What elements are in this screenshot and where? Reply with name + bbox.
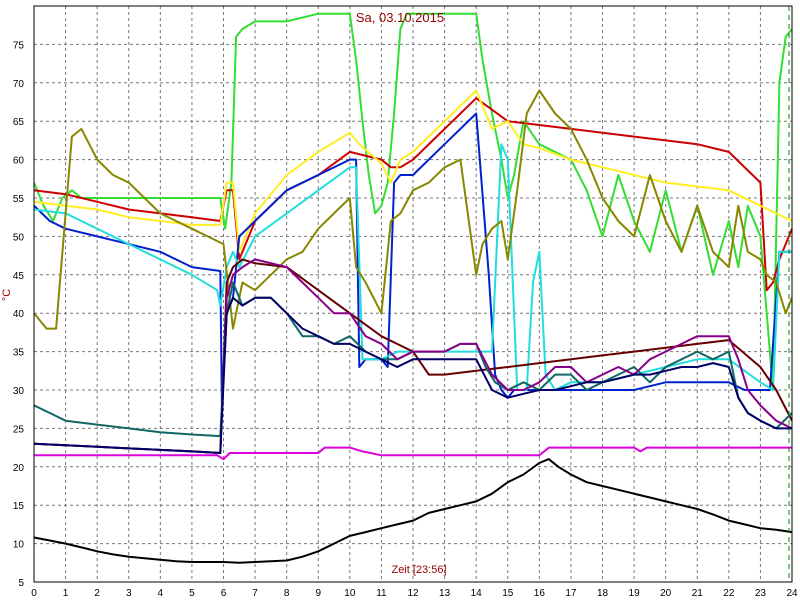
x-tick-label: 2 [94, 588, 100, 599]
x-tick-label: 19 [629, 588, 641, 599]
y-tick-label: 10 [13, 540, 25, 551]
x-tick-label: 6 [221, 588, 227, 599]
grid [34, 6, 792, 583]
series-line-11 [34, 446, 792, 461]
y-tick-label: 20 [13, 463, 25, 474]
y-tick-labels: 5 10 15 20 25 30 35 40 45 50 55 60 65 70 75 [13, 40, 25, 589]
y-tick-label: 50 [13, 232, 25, 243]
y-tick-label: 5 [18, 578, 24, 589]
x-tick-label: 4 [158, 588, 164, 599]
y-axis-label: °C [1, 289, 13, 301]
series-line-10 [33, 296, 792, 454]
y-tick-label: 70 [13, 79, 25, 90]
y-tick-label: 40 [13, 309, 25, 320]
y-tick-label: 55 [13, 194, 25, 205]
series-line-2 [33, 97, 793, 292]
y-tick-label: 25 [13, 424, 25, 435]
y-tick-label: 35 [13, 348, 25, 359]
x-tick-label: 3 [126, 588, 132, 599]
x-tick-label: 1 [63, 588, 69, 599]
x-tick-label: 15 [502, 588, 514, 599]
x-tick-label: 9 [315, 588, 321, 599]
y-tick-label: 15 [13, 501, 25, 512]
series-lines [33, 12, 793, 564]
x-tick-label: 0 [31, 588, 37, 599]
series-line-4 [33, 112, 792, 407]
x-tick-label: 21 [692, 588, 704, 599]
series-line-1 [33, 12, 793, 391]
x-tick-label: 24 [786, 588, 798, 599]
x-tick-label: 13 [439, 588, 451, 599]
y-tick-label: 65 [13, 117, 25, 128]
y-tick-label: 60 [13, 156, 25, 167]
x-tick-label: 17 [565, 588, 577, 599]
series-line-12 [33, 458, 793, 564]
x-tick-label: 14 [471, 588, 483, 599]
x-tick-label: 8 [284, 588, 290, 599]
x-tick-label: 23 [755, 588, 767, 599]
x-tick-label: 16 [534, 588, 546, 599]
x-tick-label: 11 [376, 588, 387, 599]
y-tick-label: 75 [13, 40, 25, 51]
series-line-6 [33, 89, 793, 330]
x-tick-labels: 0 1 2 3 4 5 6 7 8 9 10 11 12 13 14 15 16 17 18 19 20 21 22 23 24 [31, 588, 798, 599]
series-line-9 [33, 258, 793, 454]
x-tick-label: 20 [660, 588, 672, 599]
y-tick-label: 30 [13, 386, 25, 397]
y-tick-label: 45 [13, 271, 25, 282]
x-tick-label: 18 [597, 588, 609, 599]
x-axis-label: Zeit [23:56] [391, 564, 446, 576]
x-tick-label: 12 [407, 588, 419, 599]
plot-frame [33, 5, 793, 583]
x-tick-label: 10 [344, 588, 356, 599]
chart-title: Sa, 03.10.2015 [356, 10, 444, 25]
x-tick-label: 7 [252, 588, 258, 599]
x-tick-label: 22 [723, 588, 735, 599]
x-tick-label: 5 [189, 588, 195, 599]
